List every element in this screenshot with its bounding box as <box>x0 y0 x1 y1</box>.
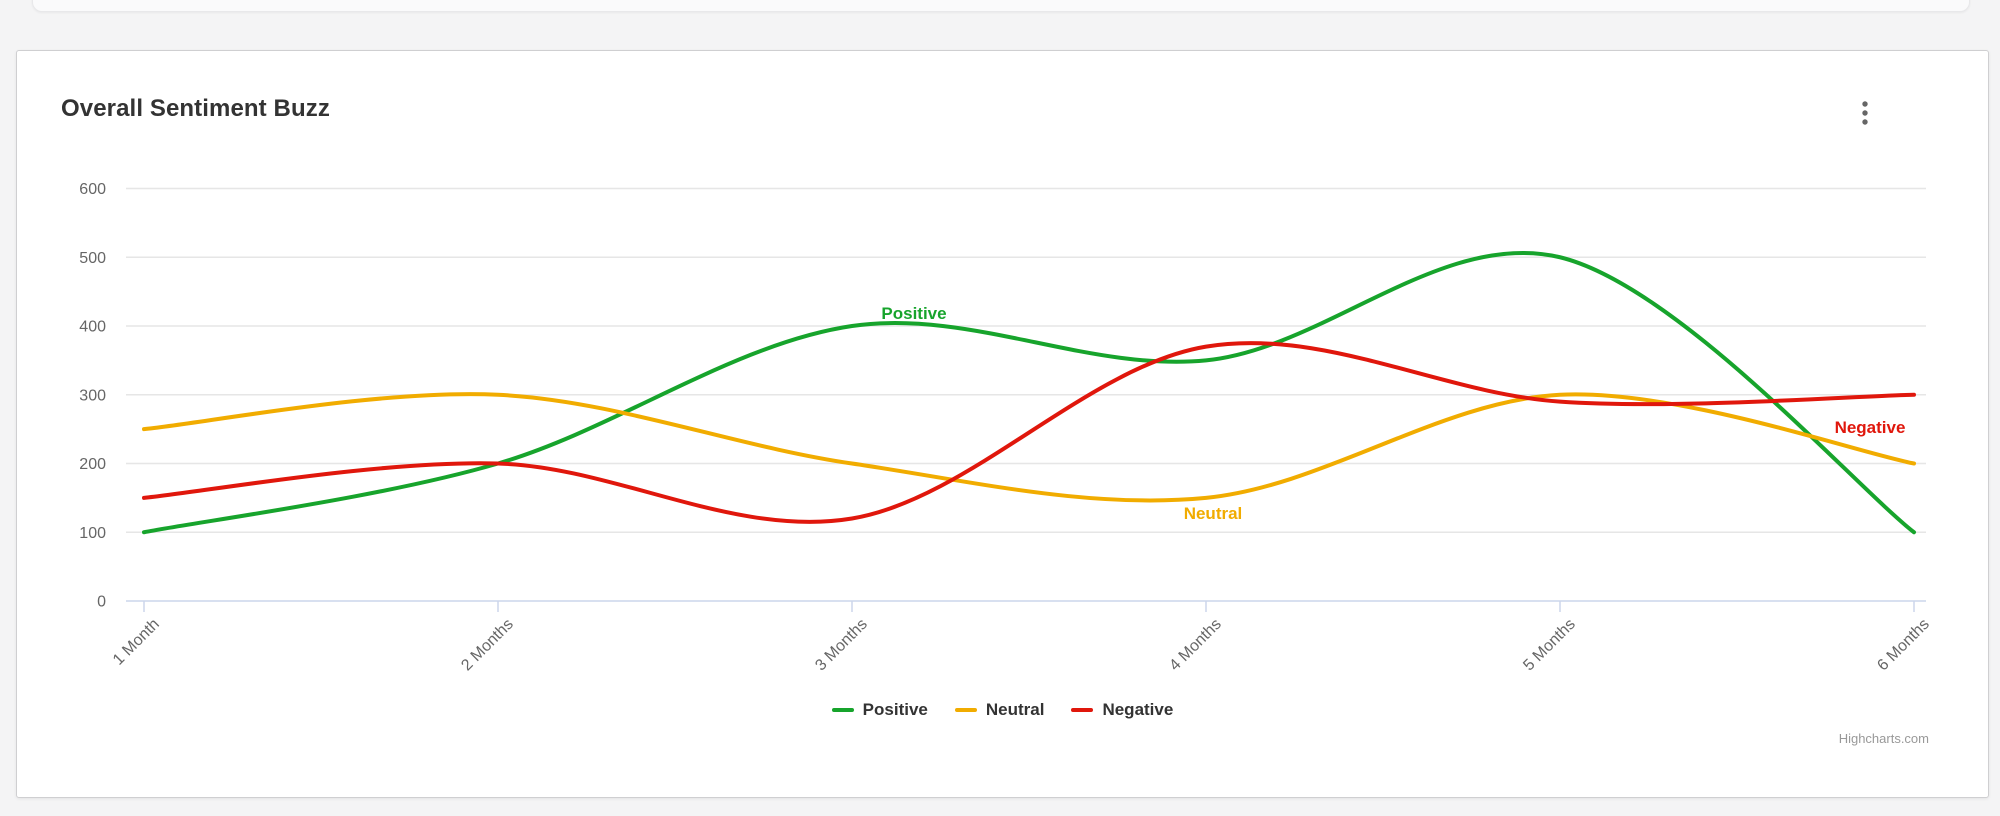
legend-label: Negative <box>1102 700 1174 719</box>
y-axis-label: 300 <box>79 387 106 404</box>
series-label-negative: Negative <box>1835 418 1906 437</box>
y-axis-label: 400 <box>79 319 106 336</box>
x-axis-label: 5 Months <box>1520 616 1579 675</box>
series-label-neutral: Neutral <box>1184 504 1243 523</box>
x-axis-label: 6 Months <box>1874 616 1933 675</box>
legend: Positive Neutral Negative <box>17 700 1988 720</box>
highcharts-credit[interactable]: Highcharts.com <box>1838 731 1929 746</box>
legend-swatch-positive <box>831 708 854 712</box>
context-menu-button[interactable] <box>1847 91 1883 135</box>
y-axis-label: 600 <box>79 181 106 198</box>
kebab-icon <box>1862 101 1868 125</box>
x-axis-label: 3 Months <box>812 616 871 675</box>
y-axis-label: 500 <box>79 250 106 267</box>
legend-item-negative[interactable]: Negative <box>1071 700 1173 720</box>
previous-card-bottom-edge <box>32 0 1970 12</box>
legend-swatch-neutral <box>954 708 977 712</box>
legend-swatch-negative <box>1071 708 1094 712</box>
legend-item-positive[interactable]: Positive <box>831 700 928 720</box>
chart-card: Overall Sentiment Buzz 0 100 200 300 400 500 6… <box>16 50 1989 798</box>
series-line-positive[interactable] <box>142 250 1916 535</box>
series-label-positive: Positive <box>881 304 946 323</box>
series-line-negative[interactable] <box>142 341 1916 524</box>
legend-label: Neutral <box>985 700 1045 719</box>
x-axis-label: 2 Months <box>458 616 517 675</box>
x-axis-label: 1 Month <box>110 616 163 669</box>
legend-item-neutral[interactable]: Neutral <box>954 700 1045 720</box>
chart-plot-area: 0 100 200 300 400 500 600 1 Month 2 Months 3 Mont… <box>79 181 1933 675</box>
x-axis-label: 4 Months <box>1166 616 1225 675</box>
series-line-neutral[interactable] <box>142 392 1916 503</box>
y-axis-label: 0 <box>97 594 106 611</box>
y-axis-label: 100 <box>79 525 106 542</box>
legend-label: Positive <box>862 700 928 719</box>
y-axis-label: 200 <box>79 456 106 473</box>
chart-title: Overall Sentiment Buzz <box>61 95 330 122</box>
